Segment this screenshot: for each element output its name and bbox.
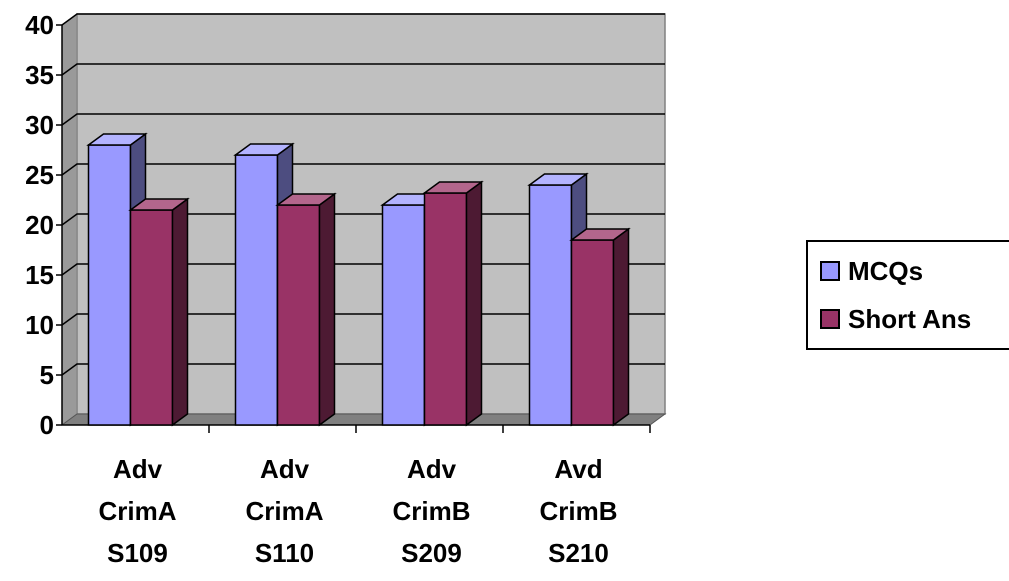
x-category-label: Avd CrimB S210: [539, 454, 617, 568]
bar-side-short-ans: [612, 227, 630, 427]
x-category-label-line: Adv: [407, 454, 457, 484]
x-category-label-line: Adv: [113, 454, 163, 484]
bar-side-short-ans: [171, 197, 189, 427]
bar-top-mcqs: [233, 143, 295, 156]
bar-short-ans: [570, 239, 615, 426]
bar-mcqs: [528, 184, 573, 426]
legend: MCQs Short Ans: [806, 240, 1009, 350]
y-tick-label: 10: [25, 310, 54, 340]
y-tick-label: 0: [40, 410, 54, 440]
legend-label-short-ans: Short Ans: [848, 303, 972, 334]
x-category-label-line: S210: [548, 538, 609, 568]
y-axis-ticks: 0 5 10 15 20 25 30 35 40: [25, 10, 54, 440]
bar-side-short-ans: [465, 180, 483, 427]
y-tick-label: 35: [25, 60, 54, 90]
x-category-label: Adv CrimA S109: [98, 454, 176, 568]
y-tick-label: 20: [25, 210, 54, 240]
x-category-label-line: Avd: [554, 454, 602, 484]
x-category-label-line: Adv: [260, 454, 310, 484]
x-category-label-line: CrimB: [539, 496, 617, 526]
x-category-label-line: S109: [107, 538, 168, 568]
bar-short-ans: [129, 209, 174, 426]
x-category-label: Adv CrimA S110: [245, 454, 323, 568]
bar-short-ans: [276, 204, 321, 426]
y-tick-label: 25: [25, 160, 54, 190]
legend-swatch-mcqs: [820, 261, 840, 281]
bar-top-mcqs: [86, 133, 148, 146]
x-axis-labels: Adv CrimA S109 Adv CrimA S110 Adv CrimB S209 Avd C…: [98, 454, 617, 568]
bar-mcqs: [234, 154, 279, 426]
bar-top-short-ans: [422, 181, 484, 194]
bars: [86, 132, 631, 427]
legend-swatch-short-ans: [820, 309, 840, 329]
x-category-label-line: CrimB: [392, 496, 470, 526]
bar-side-short-ans: [318, 192, 336, 427]
y-tick-label: 40: [25, 10, 54, 40]
bar-short-ans: [423, 192, 468, 426]
bar-mcqs: [87, 144, 132, 426]
gridline: [61, 163, 665, 176]
x-category-label: Adv CrimB S209: [392, 454, 470, 568]
gridline: [61, 113, 665, 126]
legend-item-mcqs: MCQs: [820, 256, 923, 286]
bar-mcqs: [381, 204, 426, 426]
y-tick-label: 15: [25, 260, 54, 290]
bar-top-short-ans: [128, 198, 190, 211]
bar-top-short-ans: [569, 228, 631, 241]
x-category-label-line: CrimA: [98, 496, 176, 526]
y-tick-label: 5: [40, 360, 54, 390]
legend-item-short-ans: Short Ans: [820, 304, 971, 334]
gridline: [61, 13, 665, 26]
x-category-label-line: S110: [255, 538, 314, 568]
bar-top-mcqs: [527, 173, 589, 186]
legend-label-mcqs: MCQs: [848, 255, 924, 286]
x-category-label-line: CrimA: [245, 496, 323, 526]
bar-top-short-ans: [275, 193, 337, 206]
gridline: [61, 63, 665, 76]
y-tick-label: 30: [25, 110, 54, 140]
x-category-label-line: S209: [401, 538, 462, 568]
